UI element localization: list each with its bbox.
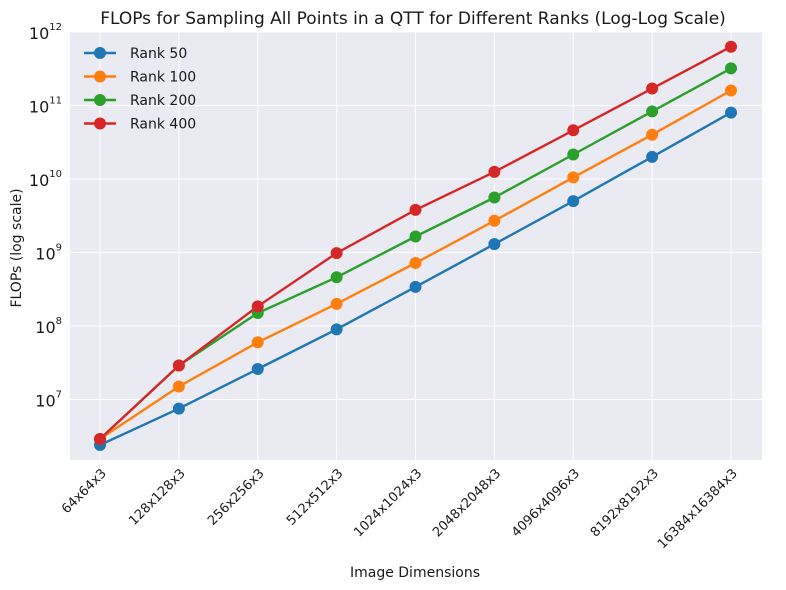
data-point: [646, 150, 659, 163]
data-point: [172, 380, 185, 393]
data-point: [330, 323, 343, 336]
x-tick-label: 16384x16384x3: [655, 466, 741, 552]
x-axis-label: Image Dimensions: [350, 565, 480, 581]
data-point: [251, 300, 264, 313]
data-point: [409, 280, 422, 293]
data-point: [725, 62, 737, 75]
grid-lines: [70, 31, 762, 460]
series-rank-200: [94, 62, 737, 445]
y-axis-label: FLOPs (log scale): [9, 188, 25, 307]
x-tick-label: 4096x4096x3: [509, 466, 583, 540]
data-point: [172, 402, 185, 415]
data-point: [330, 247, 343, 260]
series-rank-400: [94, 40, 737, 445]
y-tick-label: 109: [35, 242, 62, 263]
legend-label: Rank 100: [130, 70, 196, 86]
x-axis-ticks: 64x64x3 128x128x3 256x256x3 512x512x3 1024x1…: [59, 466, 741, 552]
data-point: [567, 195, 580, 208]
y-tick-label: 1010: [29, 169, 62, 190]
legend-entry: Rank 400: [84, 117, 196, 133]
x-tick-label: 512x512x3: [284, 466, 346, 528]
y-tick-label: 107: [35, 389, 62, 410]
x-tick-label: 128x128x3: [126, 466, 188, 528]
y-tick-exponent: 10: [49, 169, 62, 180]
legend-entry: Rank 200: [84, 93, 196, 109]
y-tick-exponent: 11: [49, 95, 62, 106]
y-tick-exponent: 7: [56, 389, 62, 400]
legend-marker: [94, 70, 106, 83]
legend-label: Rank 50: [130, 46, 187, 62]
x-tick-label: 256x256x3: [205, 466, 267, 528]
chart-title: FLOPs for Sampling All Points in a QTT f…: [100, 9, 726, 29]
x-tick-label: 2048x2048x3: [430, 466, 504, 540]
x-tick-label: 8192x8192x3: [588, 466, 662, 540]
y-tick-base: 10: [29, 24, 49, 43]
y-tick-base: 10: [35, 391, 55, 410]
data-point: [409, 230, 422, 243]
series-rank-100: [94, 84, 737, 445]
y-tick-label: 1011: [29, 95, 62, 116]
data-point: [172, 359, 185, 372]
legend-label: Rank 400: [130, 117, 196, 133]
y-tick-base: 10: [35, 244, 55, 263]
y-tick-base: 10: [29, 171, 49, 190]
legend: Rank 50 Rank 100 Rank 200 Rank 400: [84, 46, 196, 133]
legend-marker: [94, 94, 106, 106]
y-tick-exponent: 12: [49, 22, 62, 33]
data-point: [725, 106, 737, 119]
data-point: [725, 40, 737, 53]
y-tick-exponent: 8: [56, 316, 62, 327]
legend-marker: [94, 47, 106, 59]
data-point: [330, 297, 343, 310]
data-point: [409, 256, 422, 269]
data-point: [488, 165, 501, 178]
legend-entry: Rank 100: [84, 70, 196, 86]
x-tick-label: 64x64x3: [59, 466, 110, 517]
y-tick-label: 108: [35, 316, 62, 337]
series-group: [94, 40, 737, 451]
data-point: [567, 148, 580, 161]
data-point: [567, 124, 580, 137]
data-point: [488, 214, 501, 227]
y-tick-base: 10: [29, 97, 49, 116]
y-tick-exponent: 9: [56, 242, 62, 253]
data-point: [725, 84, 737, 97]
y-tick-label: 1012: [29, 22, 62, 43]
legend-label: Rank 200: [130, 93, 196, 109]
data-point: [646, 82, 659, 95]
data-point: [488, 238, 501, 251]
data-point: [567, 171, 580, 184]
data-point: [251, 336, 264, 349]
data-point: [646, 128, 659, 141]
legend-entry: Rank 50: [84, 46, 187, 62]
data-point: [330, 271, 343, 284]
y-tick-base: 10: [35, 318, 55, 337]
series-rank-50: [94, 106, 737, 451]
data-point: [409, 203, 422, 216]
data-point: [94, 432, 106, 445]
data-point: [251, 362, 264, 375]
x-tick-label: 1024x1024x3: [351, 466, 425, 540]
data-point: [646, 105, 659, 118]
data-point: [488, 191, 501, 204]
legend-marker: [94, 117, 106, 130]
